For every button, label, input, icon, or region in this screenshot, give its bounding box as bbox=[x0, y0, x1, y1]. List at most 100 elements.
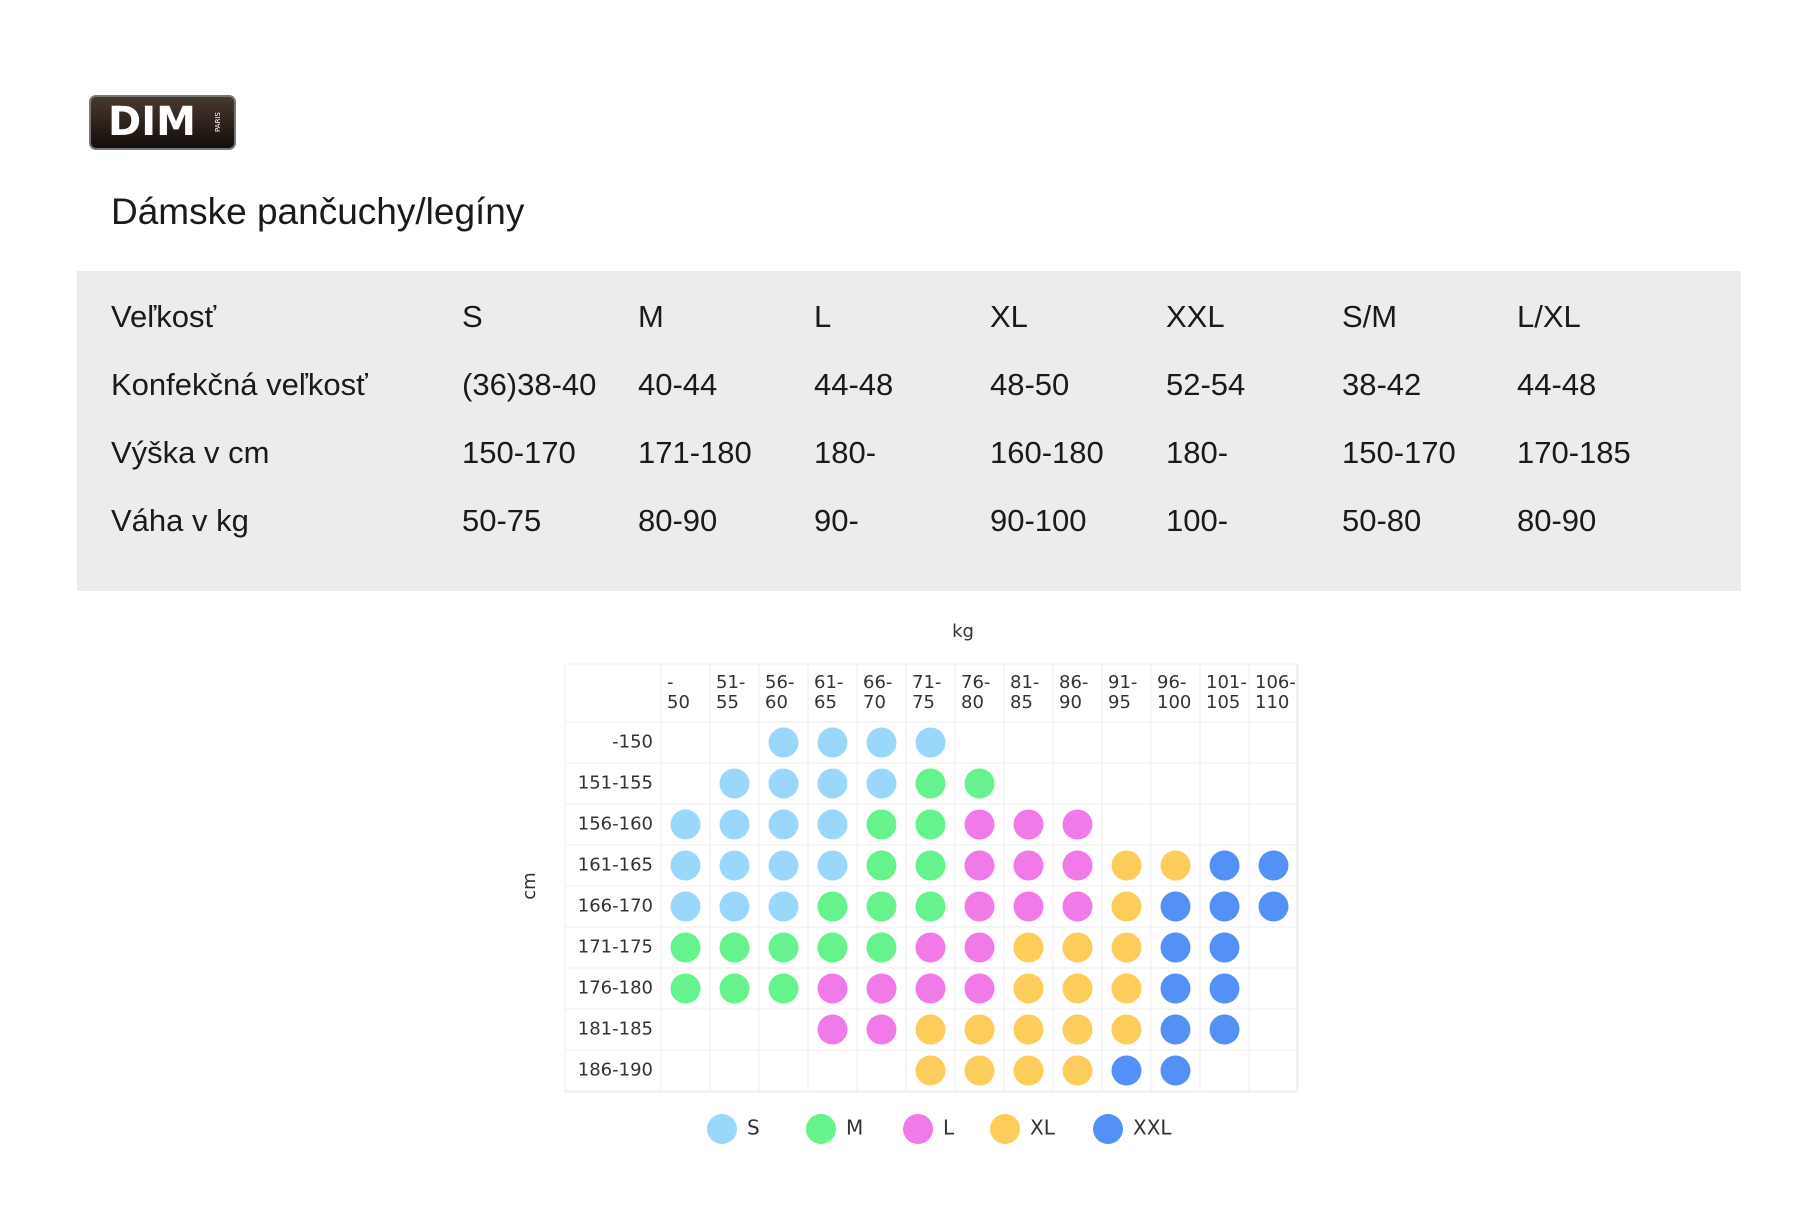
table-cell: 50-80 bbox=[1342, 503, 1421, 538]
column-header: 51- bbox=[716, 672, 745, 693]
table-cell: 50-75 bbox=[462, 503, 541, 538]
size-dot bbox=[915, 850, 946, 881]
table-cell: 44-48 bbox=[814, 367, 893, 402]
column-header: 101- bbox=[1206, 672, 1247, 693]
column-header: 66- bbox=[863, 672, 892, 693]
table-cell: 170-185 bbox=[1517, 435, 1631, 470]
page-title: Dámske pančuchy/legíny bbox=[111, 191, 525, 232]
size-dot bbox=[866, 891, 897, 922]
size-dot bbox=[768, 850, 799, 881]
column-header: 100 bbox=[1157, 692, 1191, 713]
legend-label: L bbox=[943, 1116, 955, 1140]
size-dot bbox=[915, 1014, 946, 1045]
size-dot bbox=[1160, 973, 1191, 1004]
column-header: 61- bbox=[814, 672, 843, 693]
size-dot bbox=[817, 973, 848, 1004]
size-dot bbox=[915, 768, 946, 799]
size-dot bbox=[1013, 809, 1044, 840]
table-cell: S bbox=[462, 299, 483, 334]
size-dot bbox=[915, 809, 946, 840]
size-dot bbox=[1160, 1055, 1191, 1086]
size-dot bbox=[817, 727, 848, 758]
size-dot bbox=[670, 891, 701, 922]
size-dot bbox=[719, 973, 750, 1004]
size-dot bbox=[719, 809, 750, 840]
size-dot bbox=[1111, 1055, 1142, 1086]
table-cell: Veľkosť bbox=[111, 299, 216, 334]
size-dot bbox=[817, 768, 848, 799]
size-dot bbox=[964, 1055, 995, 1086]
size-dot bbox=[1062, 1055, 1093, 1086]
size-dot bbox=[1160, 850, 1191, 881]
table-cell: 180- bbox=[814, 435, 876, 470]
size-dot bbox=[1111, 850, 1142, 881]
x-axis-label: kg bbox=[952, 621, 974, 642]
table-cell: S/M bbox=[1342, 299, 1397, 334]
row-header: 181-185 bbox=[578, 1019, 653, 1040]
size-dot bbox=[1258, 850, 1289, 881]
legend-swatch bbox=[806, 1114, 836, 1144]
column-header: 76- bbox=[961, 672, 990, 693]
logo-subtext: PARIS bbox=[214, 111, 222, 131]
column-header: 81- bbox=[1010, 672, 1039, 693]
size-dot bbox=[670, 809, 701, 840]
column-header: 55 bbox=[716, 692, 739, 713]
table-cell: 40-44 bbox=[638, 367, 717, 402]
column-header: - bbox=[667, 672, 674, 693]
size-dot bbox=[866, 973, 897, 1004]
size-dot bbox=[866, 809, 897, 840]
row-header: 156-160 bbox=[578, 814, 653, 835]
table-cell: 150-170 bbox=[1342, 435, 1456, 470]
size-dot bbox=[817, 891, 848, 922]
column-header: 110 bbox=[1255, 692, 1289, 713]
size-dot bbox=[1209, 932, 1240, 963]
table-background bbox=[77, 271, 1741, 591]
size-dot bbox=[964, 850, 995, 881]
table-cell: Váha v kg bbox=[111, 503, 249, 538]
column-header: 106- bbox=[1255, 672, 1296, 693]
size-dot bbox=[1013, 932, 1044, 963]
column-header: 86- bbox=[1059, 672, 1088, 693]
size-dot bbox=[1160, 932, 1191, 963]
logo-text: DIM bbox=[108, 99, 196, 145]
size-dot bbox=[768, 891, 799, 922]
size-dot bbox=[866, 727, 897, 758]
size-dot bbox=[964, 932, 995, 963]
size-dot bbox=[1062, 850, 1093, 881]
size-dot bbox=[719, 932, 750, 963]
table-cell: Výška v cm bbox=[111, 435, 269, 470]
logo-badge bbox=[89, 95, 236, 150]
size-dot bbox=[964, 768, 995, 799]
size-dot bbox=[1062, 891, 1093, 922]
size-dot bbox=[1209, 1014, 1240, 1045]
column-header: 60 bbox=[765, 692, 788, 713]
y-axis-label: cm bbox=[519, 872, 540, 899]
size-dot bbox=[866, 768, 897, 799]
row-header: 171-175 bbox=[578, 937, 653, 958]
size-dot bbox=[866, 932, 897, 963]
column-header: 95 bbox=[1108, 692, 1131, 713]
size-dot bbox=[817, 1014, 848, 1045]
legend-swatch bbox=[990, 1114, 1020, 1144]
legend-label: XL bbox=[1030, 1116, 1056, 1140]
size-dot bbox=[670, 850, 701, 881]
column-header: 80 bbox=[961, 692, 984, 713]
size-dot bbox=[915, 727, 946, 758]
table-cell: 180- bbox=[1166, 435, 1228, 470]
size-dot bbox=[670, 973, 701, 1004]
size-dot bbox=[1258, 891, 1289, 922]
size-dot bbox=[768, 727, 799, 758]
column-header: 105 bbox=[1206, 692, 1240, 713]
row-header: -150 bbox=[612, 732, 653, 753]
size-dot bbox=[866, 850, 897, 881]
legend-label: XXL bbox=[1133, 1116, 1172, 1140]
table-cell: 100- bbox=[1166, 503, 1228, 538]
table-cell: 171-180 bbox=[638, 435, 752, 470]
size-dot bbox=[1013, 891, 1044, 922]
size-dot bbox=[866, 1014, 897, 1045]
column-header: 85 bbox=[1010, 692, 1033, 713]
table-cell: 90-100 bbox=[990, 503, 1087, 538]
size-dot bbox=[964, 809, 995, 840]
column-header: 75 bbox=[912, 692, 935, 713]
